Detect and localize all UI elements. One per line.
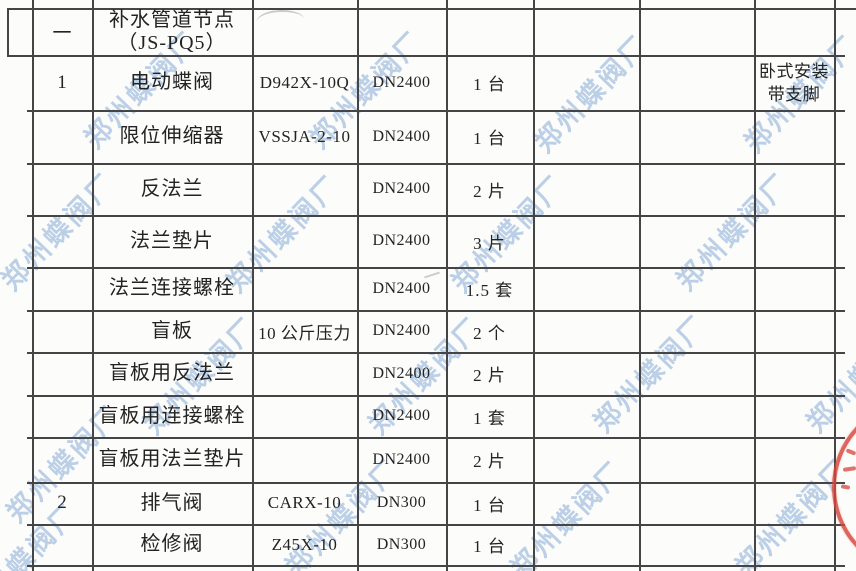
cell-notes-line: 卧式安装 [759,61,829,81]
cell-name: 盲板用连接螺栓 [92,395,252,437]
grid-vline [446,0,448,571]
grid-hline [27,163,845,165]
cell-size: DN2400 [372,450,431,468]
grid-hline [27,267,845,269]
cell-notes: 卧式安装 带支脚 [754,55,834,110]
cell-name-line: 法兰连接螺栓 [109,277,235,299]
cell-name: 限位伸缩器 [92,110,252,163]
grid-vline [252,0,254,571]
grid-vline [639,0,641,571]
cell-model: VSSJA-2-10 [258,126,351,146]
cell-name-line: 盲板用连接螺栓 [98,404,246,427]
grid-hline [7,8,856,10]
grid-hline [27,437,845,439]
cell-qty: 1 台 [473,495,506,515]
cell-qty: 1 台 [473,75,506,94]
cell-name-line: 电动蝶阀 [130,71,214,93]
cell-name-line: 限位伸缩器 [119,125,225,147]
cell-size: DN2400 [372,364,431,382]
cell-model: CARX-10 [267,493,342,512]
cell-qty: 2 片 [473,181,506,201]
grid-hline [27,310,845,312]
grid-vline [357,0,359,571]
cell-qty: 1 台 [473,129,506,148]
grid-vline [92,0,94,571]
cell-size: DN2400 [372,322,431,339]
cell-model: Z45X-10 [271,534,338,554]
grid-hline [27,215,845,217]
cell-size: DN2400 [372,180,431,197]
grid-vline [533,0,535,571]
cell-qty: 2 个 [473,323,506,343]
grid-hline [27,110,845,112]
cell-seq: 一 [52,23,72,44]
cell-size: DN300 [376,494,427,511]
cell-name-line: 检修阀 [140,533,204,555]
cell-seq: 1 [57,71,67,93]
grid-hline [27,395,845,397]
cell-name: 检修阀 [92,524,252,565]
cell-name-line: 补水管道节点 [109,8,235,31]
grid-vline [7,8,9,57]
grid-hline [7,55,845,57]
cell-size: DN2400 [372,279,431,297]
cell-qty: 2 片 [473,366,506,385]
cell-name: 盲板 [92,310,252,352]
cell-size: DN2400 [372,407,431,424]
grid-hline [27,352,845,354]
cell-qty: 2 片 [473,452,506,471]
grid-hline [27,482,845,484]
cell-name: 法兰连接螺栓 [92,267,252,310]
cell-name-line: 反法兰 [140,177,204,200]
cell-qty: 3 片 [473,233,506,253]
grid-vline [834,0,836,571]
cell-model: D942X-10Q [259,72,350,92]
cell-name: 电动蝶阀 [92,55,252,110]
cell-model: 10 公斤压力 [258,323,351,343]
cell-seq: 2 [57,492,67,513]
grid-hline [27,524,845,526]
grid-vline [754,0,756,571]
cell-name-line: （JS-PQ5） [117,31,227,54]
cell-name-line: 盲板 [151,319,193,342]
cell-name: 盲板用反法兰 [92,352,252,395]
cell-qty: 1 台 [473,537,506,556]
cell-size: DN2400 [372,73,431,91]
cell-name-line: 盲板用反法兰 [109,362,235,384]
cell-qty: 1 套 [473,408,506,428]
cell-name: 排气阀 [92,482,252,524]
cell-qty: 1.5 套 [465,281,514,300]
cell-name-line: 法兰垫片 [130,229,214,252]
cell-size: DN2400 [372,232,431,249]
grid-vline [32,0,34,571]
cell-name: 反法兰 [92,163,252,215]
cell-notes-line: 带支脚 [767,84,821,104]
cell-name: 盲板用法兰垫片 [92,437,252,482]
grid-hline [27,565,845,567]
cell-name: 法兰垫片 [92,215,252,267]
cell-name-line: 盲板用法兰垫片 [98,448,246,470]
cell-name-line: 排气阀 [140,491,204,514]
cell-size: DN2400 [372,127,431,145]
cell-name: 补水管道节点 （JS-PQ5） [92,8,252,55]
cell-size: DN300 [376,535,427,553]
